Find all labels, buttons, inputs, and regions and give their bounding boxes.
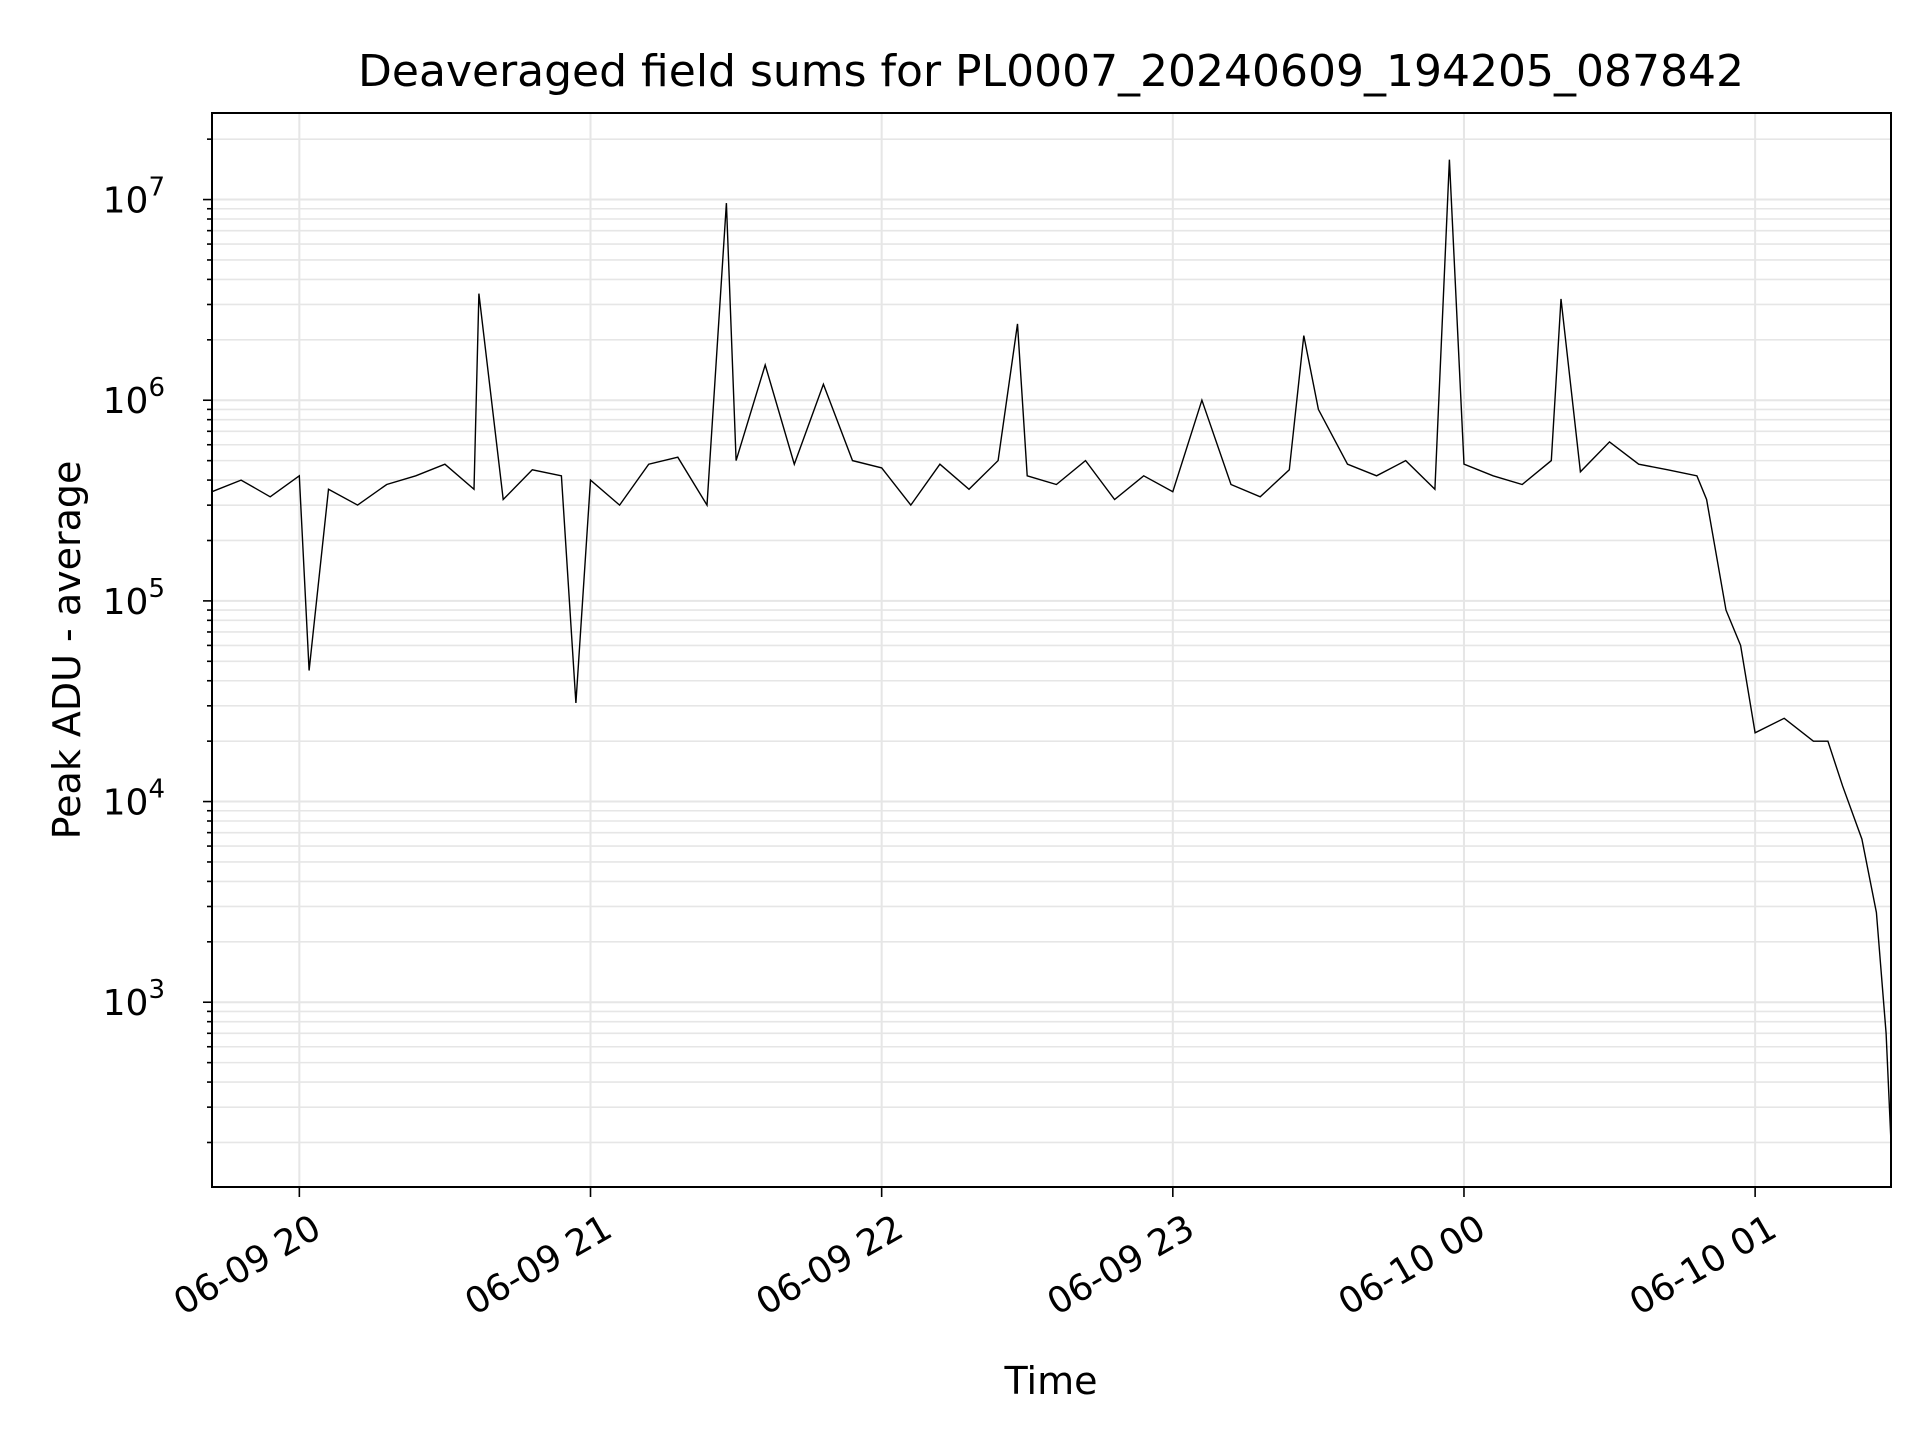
y-tick-label: 104 (103, 775, 165, 824)
x-tick-label: 06-09 23 (1041, 1207, 1202, 1323)
chart-title: Deaveraged field sums for PL0007_2024060… (358, 46, 1744, 97)
x-tick-label: 06-09 20 (167, 1207, 328, 1323)
x-axis-label: Time (1004, 1359, 1098, 1403)
x-axis: 06-09 20 06-09 21 06-09 22 06-09 23 06-10 00… (167, 1187, 1784, 1324)
grid (212, 113, 1891, 1187)
x-tick-label: 06-10 00 (1332, 1207, 1493, 1323)
y-axis-label: Peak ADU - average (45, 461, 89, 840)
x-tick-label: 06-09 22 (749, 1207, 910, 1323)
y-tick-label: 107 (103, 173, 165, 222)
plot-frame (211, 112, 1892, 1188)
y-tick-label: 105 (103, 574, 165, 623)
y-axis: 103 104 105 106 107 (103, 138, 212, 1144)
x-tick-label: 06-10 01 (1623, 1207, 1784, 1323)
x-tick-label: 06-09 21 (458, 1207, 619, 1323)
y-tick-label: 103 (103, 975, 165, 1024)
y-tick-label: 106 (103, 373, 165, 422)
series-line (211, 159, 1892, 1143)
